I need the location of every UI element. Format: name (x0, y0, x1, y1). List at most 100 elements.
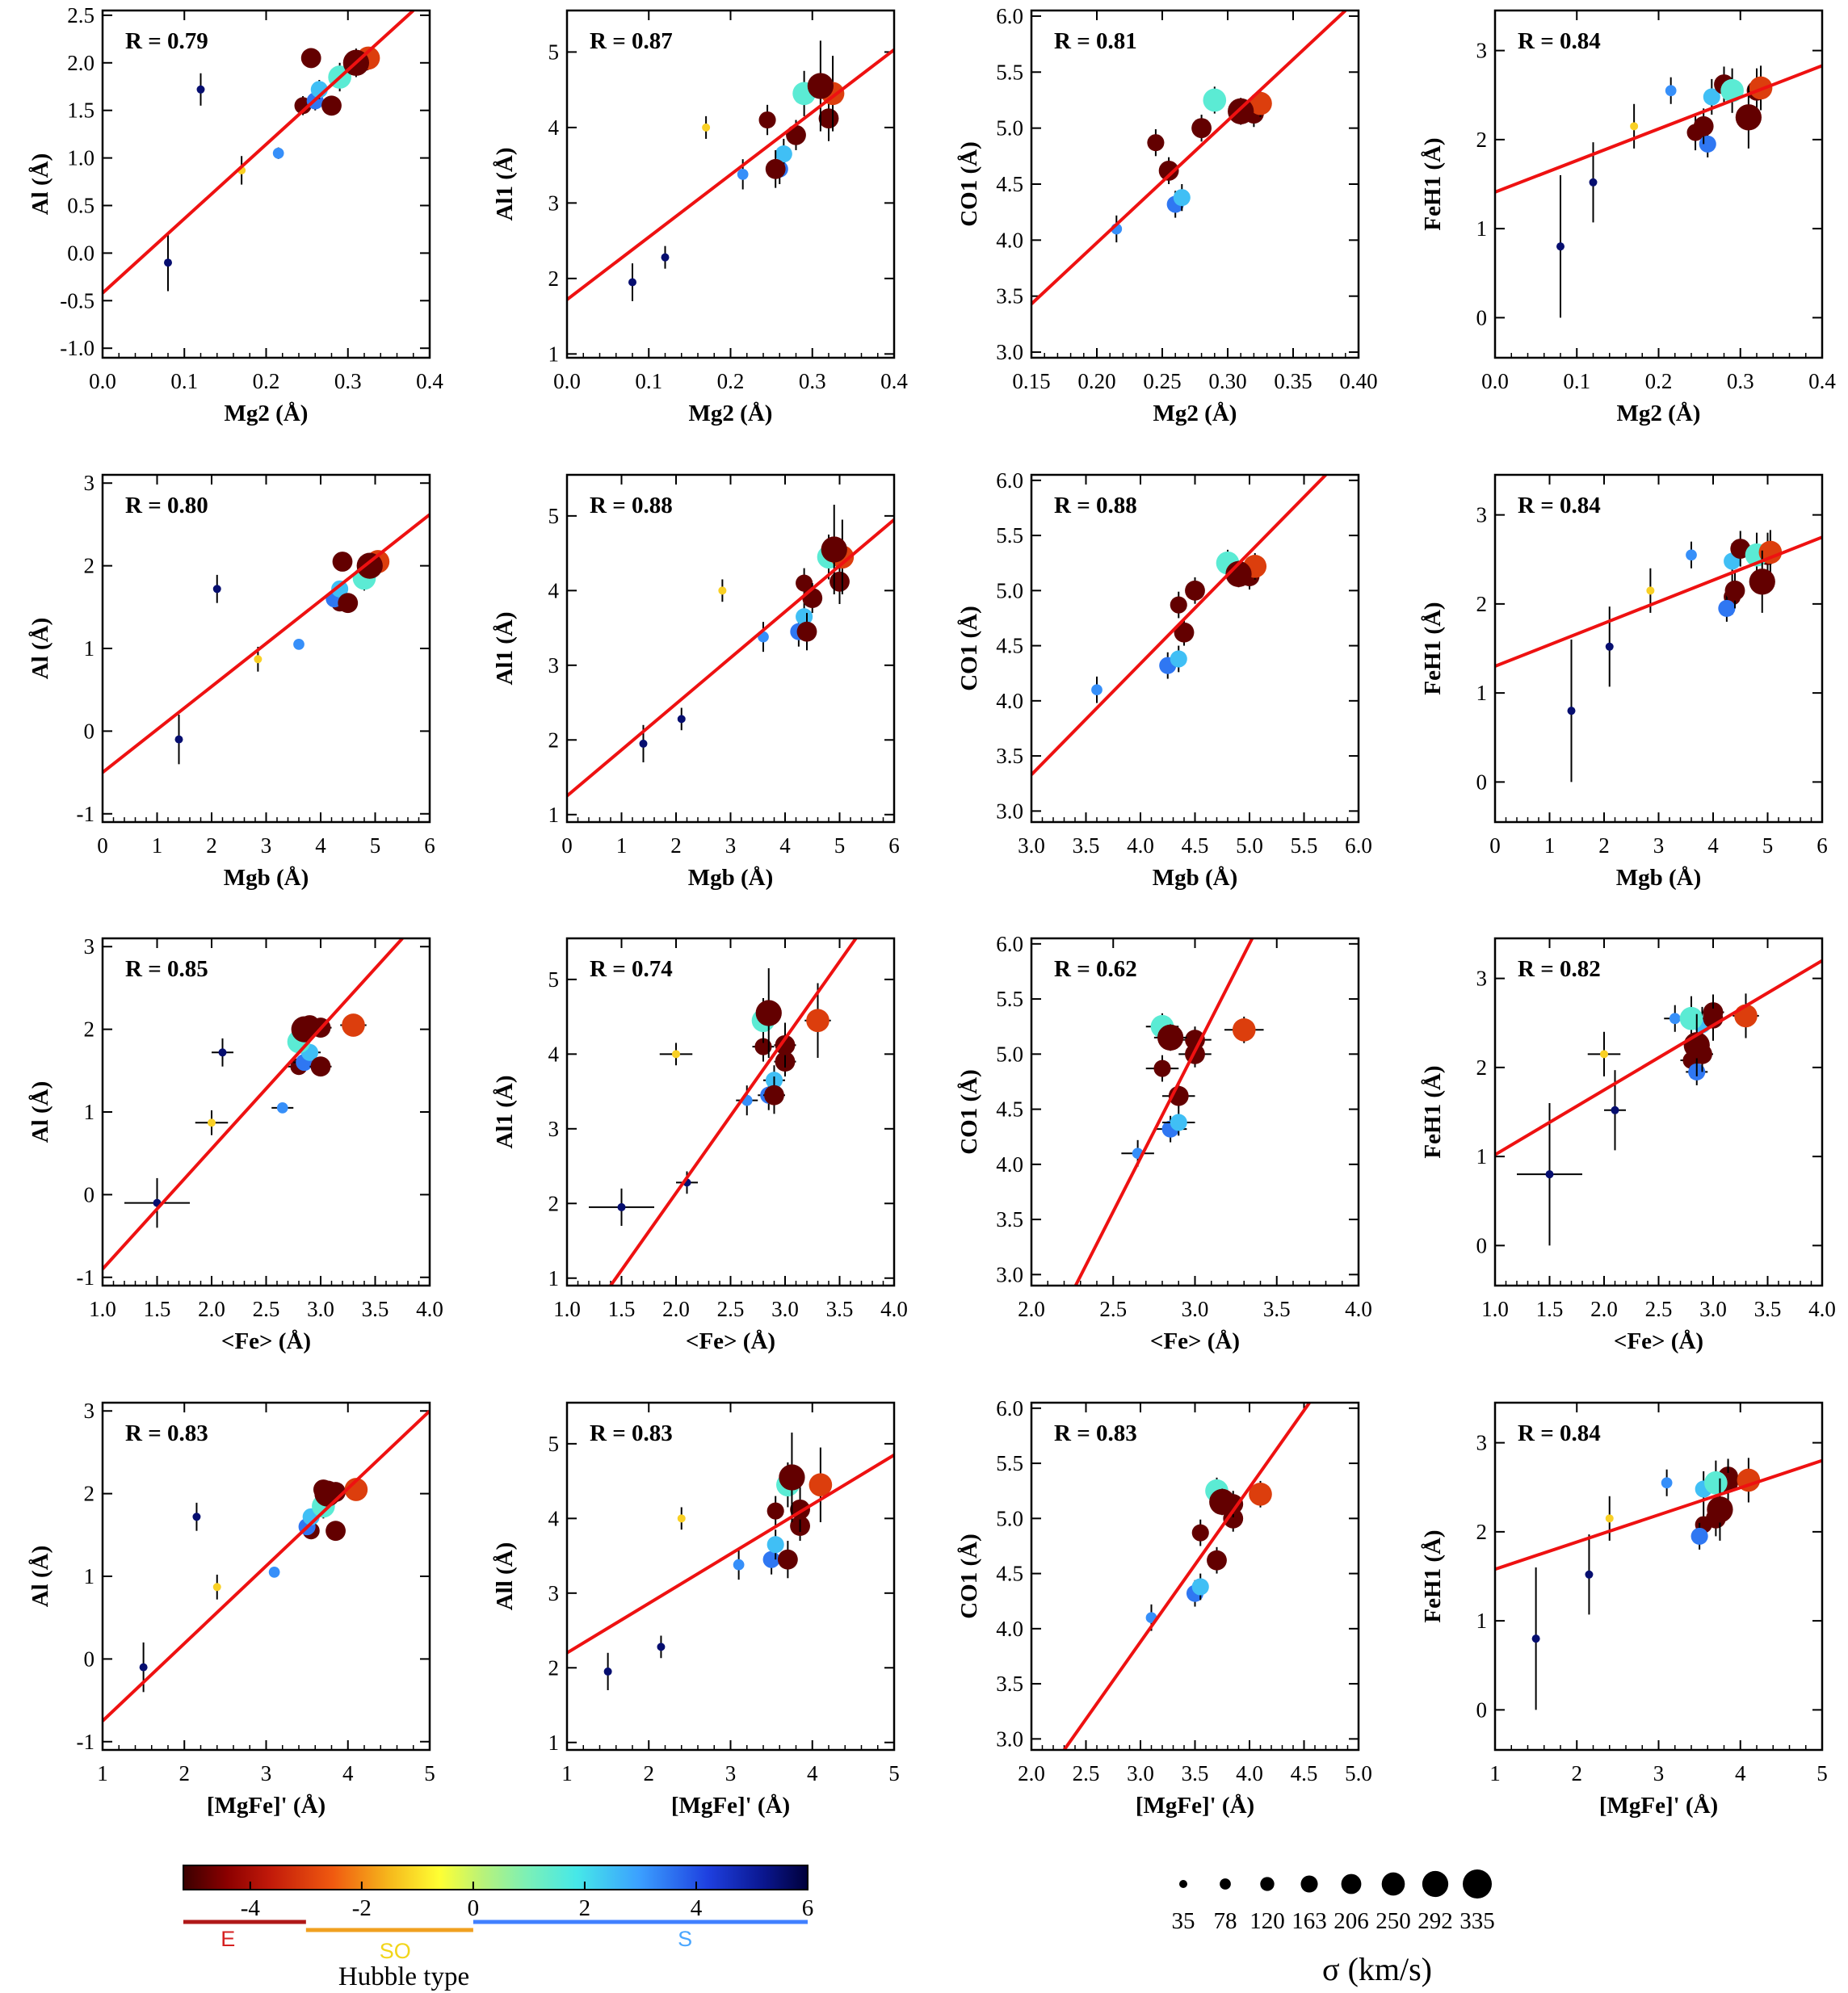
y-tick-label: 4 (548, 1506, 560, 1530)
x-tick-label: 6 (888, 833, 900, 858)
plot-frame (101, 9, 431, 359)
data-point (1191, 1578, 1209, 1596)
y-axis-label: FeH1 (Å) (1420, 1529, 1446, 1622)
data-point (212, 585, 221, 594)
fit-line (567, 518, 894, 798)
y-tick-label: 3 (1476, 1431, 1488, 1455)
x-tick-label: 5.5 (1291, 833, 1318, 858)
y-axis-label: FeH1 (Å) (1420, 1065, 1446, 1158)
y-axis-label: CO1 (Å) (956, 1069, 982, 1155)
colorbar-tick-label: 6 (802, 1895, 814, 1921)
fit-line (1062, 1403, 1311, 1750)
correlation-label: R = 0.83 (125, 1420, 208, 1446)
y-tick-label: 3 (1476, 503, 1488, 527)
plot-frame (101, 937, 431, 1287)
data-point (1173, 189, 1191, 207)
sigma-marker (1463, 1869, 1492, 1899)
x-tick-label: 4.5 (1291, 1761, 1318, 1785)
correlation-label: R = 0.84 (1518, 1420, 1601, 1446)
x-tick-label: 1 (561, 1761, 573, 1785)
x-tick-label: 2.0 (1590, 1297, 1618, 1321)
data-point (764, 1085, 784, 1106)
fit-line (1495, 535, 1822, 668)
x-tick-label: 2.5 (253, 1297, 280, 1321)
data-point (1203, 88, 1227, 112)
sigma-markers: 35 78 120 163 206 250 292 335 (1172, 1869, 1495, 1934)
x-tick-label: 0.1 (635, 369, 662, 393)
panel-r3-c1: 1 2 3 4 5 1 2 3 4 5 [MgFe]' (Å) All (Å) R = 0.83 (492, 1401, 900, 1819)
y-tick-label: 6.0 (996, 468, 1023, 493)
correlation-label: R = 0.84 (1518, 28, 1601, 54)
x-tick-label: 0.4 (880, 369, 908, 393)
x-tick-label: 0.1 (170, 369, 198, 393)
data-point (192, 1513, 201, 1521)
y-tick-label: 5 (548, 967, 560, 992)
x-tick-label: 3 (725, 1761, 737, 1785)
y-tick-label: 1 (548, 1731, 560, 1755)
y-axis-label: Al (Å) (27, 1546, 53, 1608)
y-tick-label: 2 (1476, 1055, 1488, 1080)
y-tick-label: 1 (1476, 681, 1488, 705)
fit-line (103, 10, 415, 295)
data-point (338, 593, 359, 614)
y-tick-label: 6.0 (996, 1396, 1023, 1420)
x-axis-label: Mgb (Å) (688, 865, 774, 891)
data-point (802, 588, 823, 608)
y-tick-label: 2 (84, 554, 95, 578)
y-tick-label: 3 (548, 1117, 560, 1141)
y-tick-label: 2 (548, 266, 560, 291)
x-tick-label: 1 (152, 833, 163, 858)
y-tick-label: 1 (84, 636, 95, 661)
data-point (737, 168, 749, 180)
fit-line (103, 1409, 430, 1722)
fit-line (1031, 475, 1327, 776)
x-tick-label: 3.5 (1263, 1297, 1291, 1321)
y-axis-label: Al (Å) (27, 153, 53, 216)
data-point (1704, 1471, 1728, 1495)
data-point (777, 1549, 798, 1570)
data-point (342, 1013, 365, 1037)
data-point (758, 111, 776, 129)
data-point (1147, 134, 1165, 152)
x-tick-label: 0 (97, 833, 108, 858)
x-tick-label: 3 (261, 833, 272, 858)
data-point (1600, 1050, 1608, 1059)
y-tick-label: 3 (548, 1581, 560, 1605)
plot-frame (565, 9, 896, 359)
x-tick-label: 2.0 (198, 1297, 225, 1321)
data-point (661, 253, 670, 262)
x-tick-label: 0.35 (1274, 369, 1312, 393)
x-tick-label: 0 (1489, 833, 1501, 858)
y-tick-label: 4.0 (996, 1617, 1023, 1641)
data-point (808, 1473, 833, 1497)
sigma-value-label: 163 (1292, 1908, 1327, 1934)
data-point (164, 258, 172, 267)
plot-frame (565, 1401, 896, 1752)
fit-line (609, 938, 858, 1286)
y-tick-label: 3.5 (996, 744, 1023, 768)
data-point (139, 1663, 148, 1672)
data-point (806, 1009, 830, 1033)
y-tick-label: 1 (548, 803, 560, 827)
data-points (1567, 530, 1783, 783)
data-point (766, 1502, 784, 1520)
data-point (1605, 1514, 1614, 1523)
x-axis-label: [MgFe]' (Å) (671, 1793, 790, 1819)
hubble-class-label: SO (380, 1939, 411, 1963)
data-point (796, 574, 813, 592)
y-tick-label: 4.0 (996, 689, 1023, 713)
x-tick-label: 5 (424, 1761, 435, 1785)
fit-line (567, 48, 894, 301)
x-tick-label: 0.1 (1563, 369, 1590, 393)
x-tick-label: 0.3 (334, 369, 362, 393)
colorbar-label: Hubble type (338, 1962, 469, 1991)
x-tick-label: 0.15 (1012, 369, 1050, 393)
x-axis-label: <Fe> (Å) (1150, 1328, 1240, 1354)
sigma-size-legend: 35 78 120 163 206 250 292 335 σ (km/s) (1172, 1869, 1495, 1987)
y-tick-label: 1.5 (67, 99, 94, 123)
y-tick-label: 4 (548, 578, 560, 602)
data-point (1707, 1496, 1733, 1523)
data-point (268, 1567, 280, 1578)
y-tick-label: 3 (1476, 967, 1488, 991)
x-tick-label: 0.2 (1645, 369, 1673, 393)
